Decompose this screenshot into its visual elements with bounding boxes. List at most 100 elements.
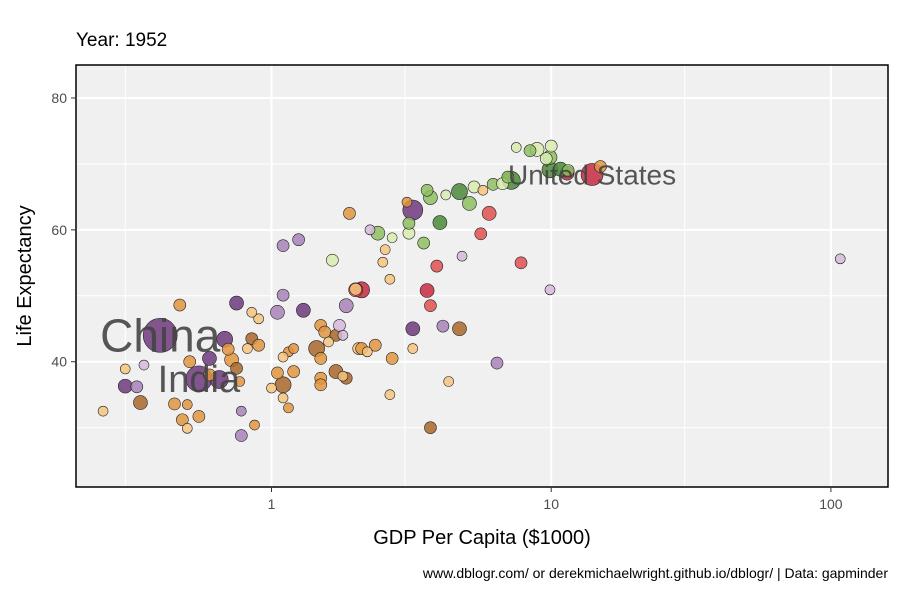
y-tick-label: 40 xyxy=(51,354,67,370)
data-point xyxy=(386,232,398,244)
data-point xyxy=(561,164,575,177)
data-point xyxy=(456,250,468,262)
data-point xyxy=(474,227,488,241)
x-tick-label: 1 xyxy=(268,496,276,512)
data-point xyxy=(242,343,253,354)
data-point xyxy=(283,402,294,414)
data-point xyxy=(176,413,189,427)
x-tick-label: 10 xyxy=(543,496,559,512)
data-point xyxy=(234,376,246,387)
data-point xyxy=(276,239,290,252)
data-point xyxy=(333,319,346,332)
data-point xyxy=(405,321,421,337)
data-point xyxy=(287,365,300,378)
data-point xyxy=(385,352,399,365)
data-point xyxy=(182,399,193,410)
data-point xyxy=(419,283,435,298)
data-point xyxy=(510,142,522,153)
chart-caption: www.dblogr.com/ or derekmichaelwright.gi… xyxy=(422,565,888,581)
data-point xyxy=(277,351,289,363)
data-point xyxy=(117,378,133,394)
data-point xyxy=(182,423,193,434)
data-point xyxy=(544,284,556,296)
x-tick-label: 100 xyxy=(819,496,843,512)
data-point xyxy=(277,392,289,404)
data-point xyxy=(192,410,206,423)
plot-border xyxy=(75,64,889,488)
data-points xyxy=(97,139,846,442)
data-point xyxy=(230,362,243,375)
y-tick-label: 60 xyxy=(51,222,67,238)
data-point xyxy=(402,216,416,230)
data-point xyxy=(314,378,328,392)
data-point xyxy=(97,405,109,417)
point-label: India xyxy=(158,359,241,401)
data-point xyxy=(361,346,373,358)
data-point xyxy=(138,359,150,371)
data-point xyxy=(314,352,328,365)
data-point xyxy=(338,298,354,313)
data-point xyxy=(292,233,305,247)
chart-title: Year: 1952 xyxy=(76,30,168,51)
data-point xyxy=(271,366,284,380)
data-point xyxy=(246,306,258,318)
data-point xyxy=(323,336,334,348)
data-point xyxy=(430,259,444,273)
data-point xyxy=(253,313,265,325)
data-point xyxy=(432,215,448,230)
data-point xyxy=(229,295,244,311)
data-point xyxy=(440,189,452,201)
data-point xyxy=(424,299,437,312)
data-point xyxy=(130,380,144,394)
data-point xyxy=(249,419,260,431)
data-point xyxy=(514,256,528,270)
data-point xyxy=(452,321,467,337)
data-point xyxy=(420,183,434,197)
data-point xyxy=(202,351,217,366)
data-point xyxy=(407,343,419,354)
data-point xyxy=(270,304,285,320)
data-point xyxy=(337,370,349,382)
data-point xyxy=(462,196,477,211)
point-label: China xyxy=(100,309,221,361)
data-point xyxy=(236,405,247,417)
data-point xyxy=(377,256,389,268)
data-point xyxy=(401,196,413,208)
data-point xyxy=(276,288,290,302)
data-point xyxy=(119,363,131,375)
plot-panel xyxy=(76,65,888,487)
data-point xyxy=(326,253,339,267)
data-point xyxy=(349,282,363,296)
point-label: United States xyxy=(508,159,676,190)
axes: 1 10 100 40 60 80 xyxy=(51,90,842,512)
grid-lines xyxy=(76,65,888,487)
data-point xyxy=(173,298,187,312)
data-point xyxy=(436,319,450,333)
data-point xyxy=(133,395,148,410)
data-point xyxy=(203,368,216,382)
data-point xyxy=(594,160,607,173)
y-tick-label: 80 xyxy=(51,90,67,106)
data-point xyxy=(384,273,396,285)
data-point xyxy=(834,253,846,265)
data-point xyxy=(142,318,178,353)
data-point xyxy=(235,429,248,442)
data-point xyxy=(364,224,376,236)
data-point xyxy=(343,207,356,220)
data-point xyxy=(451,183,468,200)
data-point xyxy=(481,206,497,221)
data-point xyxy=(379,244,391,255)
data-point xyxy=(544,139,558,153)
data-point xyxy=(168,397,181,411)
data-point xyxy=(183,355,197,369)
data-point xyxy=(523,144,537,158)
x-axis-title: GDP Per Capita ($1000) xyxy=(373,527,591,549)
data-point xyxy=(477,184,489,196)
y-axis-title: Life Expectancy xyxy=(14,205,36,346)
data-point xyxy=(368,338,382,352)
data-point xyxy=(296,302,311,318)
data-point xyxy=(384,389,396,400)
data-point xyxy=(266,382,277,394)
